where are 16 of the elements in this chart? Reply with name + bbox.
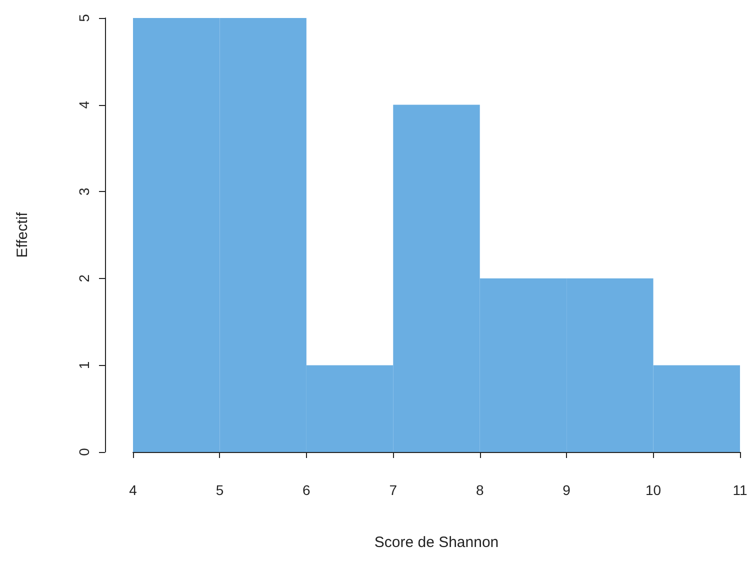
y-tick-label: 2 <box>76 274 92 282</box>
y-tick-label: 0 <box>76 448 92 456</box>
x-tick-label: 4 <box>129 482 138 498</box>
y-tick-label: 5 <box>76 14 92 22</box>
y-tick-label: 3 <box>76 188 92 196</box>
x-tick-label: 5 <box>216 482 224 498</box>
y-tick-label: 1 <box>76 361 92 370</box>
x-tick-label: 9 <box>562 482 571 498</box>
x-tick-label: 7 <box>389 482 398 498</box>
x-tick-label: 8 <box>476 482 484 498</box>
y-tick-label: 4 <box>76 100 92 109</box>
x-tick-label: 11 <box>732 482 748 498</box>
y-axis-title: Effectif <box>14 211 31 258</box>
x-axis-title: Score de Shannon <box>374 534 499 551</box>
x-tick-label: 6 <box>302 482 311 498</box>
x-tick-label: 10 <box>645 482 662 498</box>
